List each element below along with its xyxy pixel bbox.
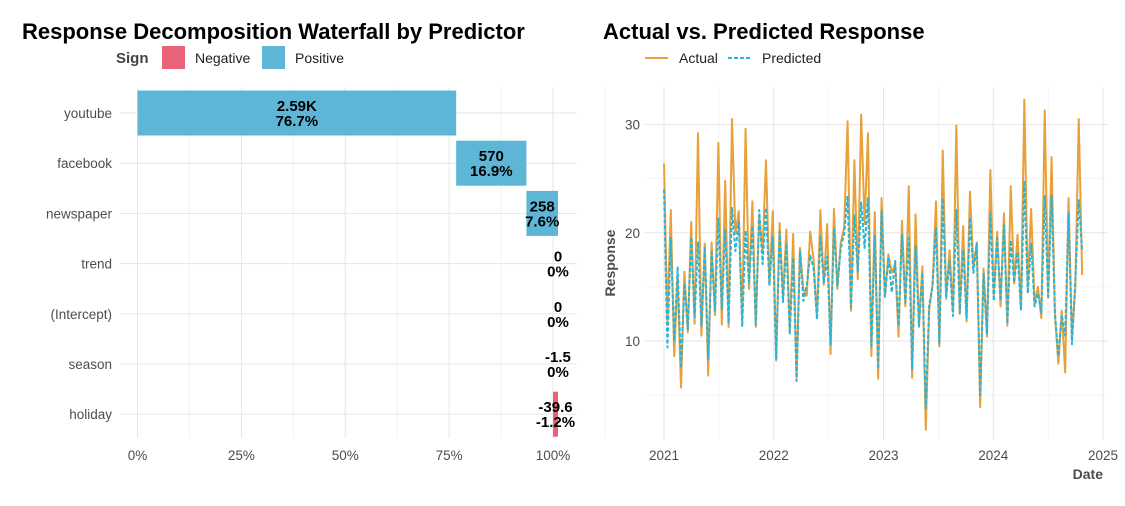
line-legend: Actual Predicted bbox=[645, 50, 821, 66]
legend-predicted-label: Predicted bbox=[762, 50, 821, 66]
y-tick-label: 10 bbox=[625, 334, 640, 349]
waterfall-bar-facebook bbox=[456, 140, 527, 186]
x-tick-label: 100% bbox=[536, 448, 571, 463]
x-tick-label: 2021 bbox=[649, 448, 679, 463]
sign-legend: Sign Negative Positive bbox=[116, 46, 344, 69]
bar-value-label: 0 bbox=[554, 249, 562, 266]
bar-percent-label: 0% bbox=[547, 264, 569, 281]
category-label: holiday bbox=[69, 407, 112, 422]
bar-percent-label: -1.2% bbox=[536, 414, 575, 431]
bar-value-label: 570 bbox=[479, 148, 504, 165]
category-label: (Intercept) bbox=[50, 307, 112, 322]
waterfall-bar-holiday bbox=[553, 391, 558, 437]
legend-positive-swatch bbox=[262, 46, 285, 69]
legend-positive-label: Positive bbox=[295, 50, 344, 66]
x-tick-label: 75% bbox=[436, 448, 463, 463]
waterfall-category-labels: youtube facebook newspaper trend (Intercept)… bbox=[46, 106, 113, 422]
y-axis-title: Response bbox=[602, 229, 618, 296]
series-line-predicted bbox=[663, 179, 1084, 410]
x-tick-label: 2025 bbox=[1088, 448, 1118, 463]
y-tick-label: 30 bbox=[625, 118, 640, 133]
x-tick-label: 2023 bbox=[868, 448, 898, 463]
x-tick-label: 50% bbox=[332, 448, 359, 463]
legend-title: Sign bbox=[116, 50, 149, 67]
category-label: season bbox=[68, 357, 112, 372]
bar-value-label: 0 bbox=[554, 299, 562, 316]
x-tick-label: 0% bbox=[128, 448, 148, 463]
legend-actual-label: Actual bbox=[679, 50, 718, 66]
series-line-actual bbox=[663, 98, 1084, 431]
waterfall-chart: Response Decomposition Waterfall by Pred… bbox=[22, 19, 606, 463]
bar-percent-label: 0% bbox=[547, 314, 569, 331]
bar-percent-label: 76.7% bbox=[276, 113, 319, 130]
category-label: newspaper bbox=[46, 206, 113, 221]
line-chart-x-tick-labels: 2021 2022 2023 2024 2025 bbox=[649, 448, 1118, 463]
bar-value-label: 258 bbox=[530, 198, 555, 215]
line-chart-series bbox=[663, 98, 1084, 431]
bar-value-label: 2.59K bbox=[277, 98, 317, 115]
bar-value-label: -39.6 bbox=[538, 399, 572, 416]
legend-negative-label: Negative bbox=[195, 50, 250, 66]
waterfall-title: Response Decomposition Waterfall by Pred… bbox=[22, 19, 525, 44]
bar-percent-label: 0% bbox=[547, 364, 569, 381]
x-tick-label: 25% bbox=[228, 448, 255, 463]
y-tick-label: 20 bbox=[625, 226, 640, 241]
category-label: trend bbox=[81, 257, 112, 272]
x-axis-title: Date bbox=[1073, 466, 1104, 482]
line-chart: Actual vs. Predicted Response Actual Pre… bbox=[602, 19, 1118, 482]
waterfall-x-tick-labels: 0% 25% 50% 75% 100% bbox=[128, 448, 571, 463]
waterfall-bars bbox=[137, 90, 558, 437]
category-label: facebook bbox=[57, 156, 112, 171]
line-chart-title: Actual vs. Predicted Response bbox=[603, 19, 925, 44]
waterfall-bar-newspaper bbox=[526, 190, 558, 236]
x-tick-label: 2022 bbox=[759, 448, 789, 463]
category-label: youtube bbox=[64, 106, 112, 121]
x-tick-label: 2024 bbox=[978, 448, 1009, 463]
waterfall-bar-youtube bbox=[137, 90, 457, 136]
waterfall-bar-labels: 2.59K76.7%57016.9%2587.6%00%00%-1.50%-39… bbox=[276, 98, 576, 431]
waterfall-grid bbox=[120, 87, 606, 438]
bar-percent-label: 16.9% bbox=[470, 163, 513, 180]
legend-negative-swatch bbox=[162, 46, 185, 69]
bar-percent-label: 7.6% bbox=[525, 213, 559, 230]
bar-value-label: -1.5 bbox=[545, 349, 571, 366]
line-chart-y-tick-labels: 10 20 30 bbox=[625, 118, 640, 350]
